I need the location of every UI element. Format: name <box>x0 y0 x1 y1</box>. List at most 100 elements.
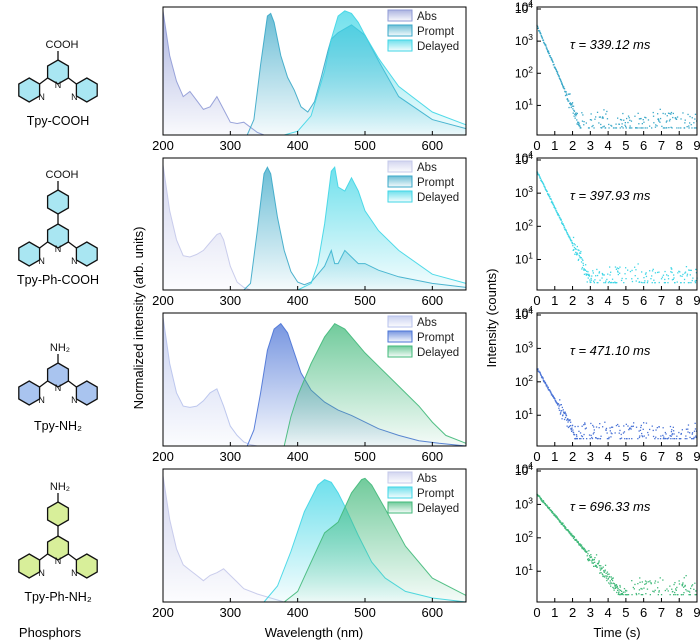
decay-x-tick-label: 7 <box>658 605 665 620</box>
spectrum-panel-4: 200 300 400 500 600 Abs Prompt Delayed <box>152 468 467 620</box>
decay-point <box>553 396 555 399</box>
decay-point <box>693 436 695 438</box>
decay-point <box>608 573 610 575</box>
decay-y-tick-label: 102 <box>515 64 533 80</box>
decay-point <box>669 112 671 115</box>
decay-point <box>638 436 641 439</box>
decay-x-tick-label: 2 <box>569 605 576 620</box>
decay-point <box>694 113 697 115</box>
spectra-y-axis-label: Normalized intensity (arb. units) <box>131 227 146 410</box>
nitrogen-label: N <box>38 256 45 266</box>
decay-point <box>645 117 647 119</box>
decay-point <box>680 282 682 284</box>
decay-point <box>675 589 677 591</box>
decay-point <box>572 537 575 540</box>
decay-point <box>598 272 600 274</box>
decay-point <box>590 277 592 280</box>
decay-point <box>666 115 668 117</box>
decay-point <box>563 412 565 414</box>
decay-x-tick-label: 7 <box>658 138 665 153</box>
decay-point <box>600 565 602 567</box>
decay-x-tick-label: 2 <box>569 449 576 464</box>
decay-point <box>555 210 558 212</box>
decay-point <box>689 436 691 439</box>
decay-point <box>539 176 541 178</box>
decay-point <box>643 435 645 437</box>
decay-point <box>669 585 671 587</box>
decay-point <box>664 431 666 434</box>
decay-point <box>610 576 612 578</box>
decay-point <box>595 116 597 118</box>
series-line-delayed <box>297 166 467 291</box>
bond <box>68 553 77 561</box>
decay-point <box>673 583 675 586</box>
decay-point <box>538 370 540 372</box>
decay-point <box>649 270 651 272</box>
decay-x-tick-label: 7 <box>658 293 665 308</box>
decay-point <box>578 123 580 125</box>
nitrogen-label: N <box>55 556 62 566</box>
decay-point <box>602 116 604 118</box>
decay-x-tick-label: 3 <box>587 605 594 620</box>
decay-point <box>694 422 696 424</box>
decay-point <box>638 118 641 120</box>
decay-point <box>695 435 697 437</box>
decay-point <box>592 424 594 427</box>
decay-point <box>643 422 645 424</box>
series-line-delayed <box>284 10 467 136</box>
decay-point <box>572 236 575 239</box>
tau-label: τ = 339.12 ms <box>570 37 651 52</box>
decay-point <box>537 172 539 174</box>
decay-point <box>590 434 592 437</box>
nitrogen-label: N <box>71 92 78 102</box>
decay-point <box>596 268 598 271</box>
decay-point <box>637 263 639 265</box>
decay-point <box>560 79 562 82</box>
decay-point <box>577 541 579 543</box>
decay-point <box>565 415 568 417</box>
decay-point <box>682 583 684 585</box>
tau-label: τ = 696.33 ms <box>570 499 651 514</box>
decay-point <box>678 431 680 434</box>
decay-point <box>609 583 611 585</box>
decay-point <box>568 100 570 102</box>
decay-point <box>619 589 622 591</box>
decay-point <box>616 282 618 284</box>
decay-point <box>647 431 649 434</box>
decay-point <box>637 127 639 129</box>
decay-point <box>598 565 601 567</box>
decay-point <box>657 271 659 274</box>
decay-point <box>599 569 602 571</box>
decay-point <box>664 589 666 592</box>
decay-x-tick-label: 0 <box>533 138 540 153</box>
decay-point <box>650 583 652 585</box>
decay-point <box>635 269 637 271</box>
x-tick-label: 200 <box>152 138 174 153</box>
decay-point <box>671 271 673 274</box>
decay-point <box>609 576 611 578</box>
decay-point <box>683 282 685 284</box>
pyridine-ring-right <box>75 553 98 579</box>
decay-point <box>642 428 644 430</box>
decay-point <box>634 266 636 268</box>
decay-point <box>546 190 548 193</box>
decay-point <box>561 222 563 224</box>
decay-point <box>555 207 557 210</box>
molecule-name: Tpy-Ph-COOH <box>17 273 99 287</box>
decay-point <box>561 418 563 420</box>
decay-point <box>674 591 676 594</box>
decay-point <box>667 590 669 592</box>
decay-point <box>601 567 603 570</box>
decay-point <box>577 249 579 251</box>
x-tick-label: 200 <box>152 293 174 308</box>
decay-point <box>588 127 590 129</box>
decay-point <box>688 269 690 271</box>
decay-point <box>645 275 648 278</box>
decay-point <box>651 127 653 129</box>
decay-point <box>644 583 646 585</box>
decay-point <box>566 98 569 100</box>
decay-point <box>587 553 589 555</box>
decay-point <box>606 278 608 281</box>
